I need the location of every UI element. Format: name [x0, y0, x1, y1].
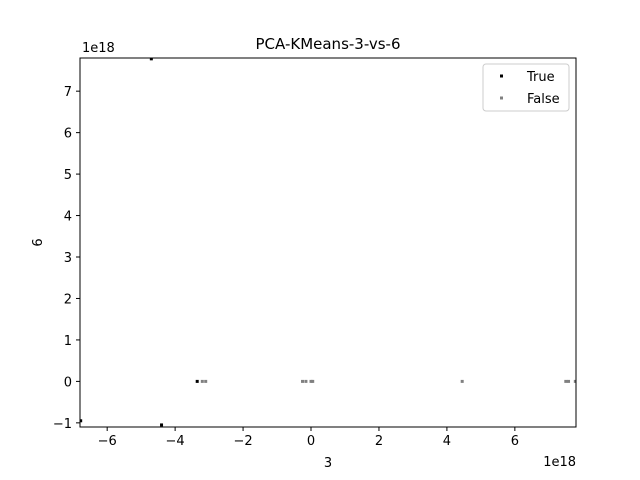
x-axis-ticks: −6 −4 −2 0 2 4 6: [98, 427, 519, 449]
x-tick-label: 6: [511, 434, 519, 449]
y-tick-label: 2: [64, 292, 72, 307]
x-tick-label: −6: [98, 434, 117, 449]
point-false: [200, 379, 204, 383]
legend-box: [482, 63, 570, 112]
point-true: [160, 423, 164, 427]
y-axis-offset-label: 1e18: [82, 41, 115, 56]
legend: True False: [482, 63, 570, 112]
x-tick-label: 4: [443, 434, 451, 449]
y-tick-label: 3: [64, 251, 72, 266]
point-false: [204, 379, 208, 383]
point-false: [573, 379, 576, 383]
x-tick-label: −4: [166, 434, 185, 449]
chart-title: PCA-KMeans-3-vs-6: [256, 35, 401, 53]
point-false: [304, 379, 308, 383]
y-axis-label: 6: [31, 238, 46, 246]
y-tick-label: 5: [64, 168, 72, 183]
point-false: [309, 379, 313, 383]
legend-label-false: False: [527, 92, 560, 107]
y-tick-label: 1: [64, 334, 72, 349]
y-tick-label: 0: [64, 375, 72, 390]
legend-marker-true: [500, 74, 503, 78]
y-tick-label: −1: [53, 417, 72, 432]
x-axis-offset-label: 1e18: [543, 455, 576, 470]
point-false: [564, 379, 568, 383]
point-false: [311, 379, 315, 383]
x-tick-label: 0: [307, 434, 315, 449]
y-tick-label: 7: [64, 85, 72, 100]
legend-label-true: True: [526, 70, 555, 85]
axes-frame: [79, 57, 577, 428]
point-false: [567, 379, 571, 383]
data-marks: [80, 58, 576, 427]
x-tick-label: 2: [375, 434, 383, 449]
point-true: [80, 419, 83, 423]
y-tick-label: 6: [64, 127, 72, 142]
point-false: [460, 379, 464, 383]
point-true: [195, 379, 199, 383]
y-axis-ticks: −1 0 1 2 3 4 5 6 7: [53, 85, 80, 432]
y-tick-label: 4: [64, 210, 72, 225]
point-true: [149, 58, 153, 61]
legend-marker-false: [500, 96, 503, 100]
x-axis-label: 3: [324, 456, 332, 471]
x-tick-label: −2: [233, 434, 252, 449]
point-false: [301, 379, 305, 383]
